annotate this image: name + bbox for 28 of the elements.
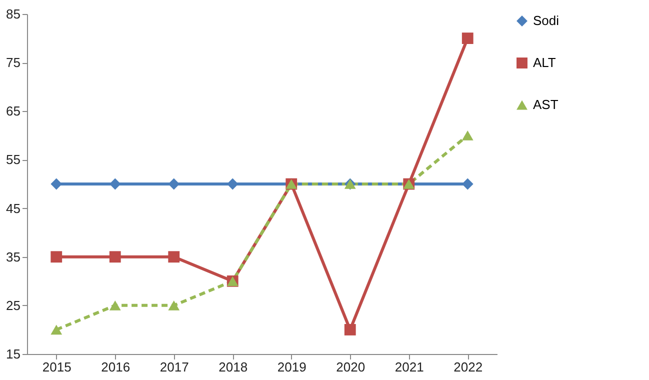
legend-label: Sodi: [533, 13, 560, 28]
point: [109, 251, 121, 263]
y-tick-label: 75: [6, 55, 20, 70]
y-tick-label: 85: [6, 6, 20, 22]
x-tick-label: 2018: [218, 360, 248, 374]
point: [168, 251, 180, 263]
x-tick-label: 2016: [101, 360, 130, 374]
legend-label: ALT: [533, 55, 556, 70]
point: [50, 324, 62, 335]
point: [462, 130, 474, 140]
y-tick-label: 25: [6, 298, 20, 313]
x-tick-label: 2017: [160, 360, 189, 374]
x-tick-label: 2021: [394, 360, 424, 374]
point: [109, 300, 121, 310]
y-tick-label: 45: [6, 200, 20, 216]
y-tick-label: 15: [6, 346, 20, 362]
legend-label: AST: [533, 97, 558, 112]
y-tick-label: 35: [6, 249, 20, 264]
point: [50, 251, 62, 263]
x-tick-label: 2015: [42, 360, 72, 374]
point: [462, 32, 474, 44]
y-tick-label: 65: [6, 104, 20, 119]
x-tick-label: 2019: [277, 360, 306, 374]
point: [344, 324, 356, 336]
point: [168, 300, 180, 310]
y-tick-label: 55: [6, 152, 20, 168]
x-tick-label: 2022: [454, 360, 483, 374]
x-tick-label: 2020: [336, 360, 366, 374]
